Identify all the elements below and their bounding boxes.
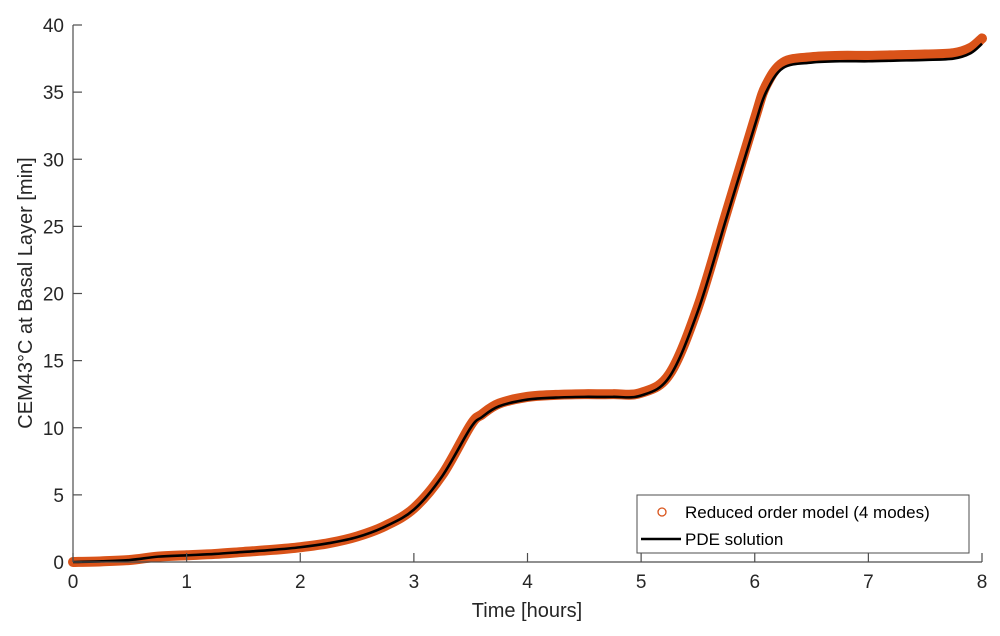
x-tick-label: 2 — [295, 572, 306, 593]
y-tick-label: 30 — [43, 150, 64, 171]
x-tick-label: 5 — [636, 572, 647, 593]
y-tick-label: 5 — [53, 486, 64, 507]
plot-series — [68, 33, 987, 567]
legend-label-pde: PDE solution — [685, 530, 783, 549]
y-tick-label: 25 — [43, 217, 64, 238]
y-axis-label: CEM43°C at Basal Layer [min] — [15, 157, 37, 428]
x-tick-label: 6 — [749, 572, 760, 593]
legend: Reduced order model (4 modes) PDE soluti… — [636, 494, 970, 554]
y-tick-label: 20 — [43, 285, 64, 306]
y-tick-label: 0 — [53, 553, 64, 574]
pde-series — [72, 42, 983, 564]
y-tick-label: 40 — [43, 16, 64, 37]
x-tick-label: 4 — [522, 572, 533, 593]
legend-box — [636, 494, 970, 554]
x-tick-label: 8 — [977, 572, 988, 593]
x-tick-label: 1 — [181, 572, 192, 593]
rom-series — [68, 33, 987, 567]
x-ticks: 0 1 2 3 4 5 6 7 8 — [68, 553, 988, 593]
y-tick-label: 35 — [43, 83, 64, 104]
x-axis-label: Time [hours] — [472, 600, 582, 622]
y-tick-label: 10 — [43, 419, 64, 440]
y-ticks: 0 5 10 15 20 25 30 35 40 — [43, 16, 82, 574]
legend-label-rom: Reduced order model (4 modes) — [685, 503, 930, 522]
circle-marker-icon — [657, 507, 667, 517]
x-tick-label: 0 — [68, 572, 79, 593]
y-tick-label: 15 — [43, 352, 64, 373]
x-tick-label: 3 — [409, 572, 420, 593]
x-tick-label: 7 — [863, 572, 874, 593]
